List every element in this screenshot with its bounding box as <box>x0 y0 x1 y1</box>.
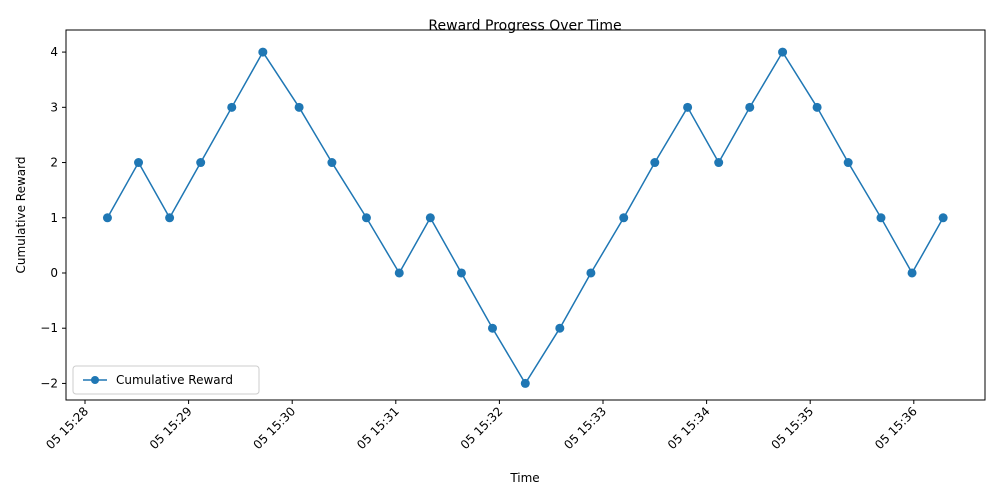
data-point <box>586 268 596 278</box>
data-point <box>812 102 822 112</box>
legend: Cumulative Reward <box>72 365 260 395</box>
plot-frame <box>65 29 986 401</box>
legend-label: Cumulative Reward <box>116 373 233 387</box>
data-point <box>196 158 206 168</box>
data-point <box>456 268 466 278</box>
data-point <box>745 102 755 112</box>
data-point <box>165 213 175 223</box>
y-tick-label: 0 <box>50 266 58 280</box>
legend-marker-swatch <box>91 376 99 384</box>
data-point <box>619 213 629 223</box>
legend-box <box>72 365 260 395</box>
data-point <box>487 323 497 333</box>
data-point <box>843 158 853 168</box>
data-point <box>258 47 268 57</box>
series-layer <box>102 47 948 388</box>
data-point <box>876 213 886 223</box>
y-tick-label: 1 <box>50 211 58 225</box>
data-point <box>327 158 337 168</box>
y-tick-label: −1 <box>40 321 58 335</box>
y-axis-ticks: −2 −1 0 1 2 3 4 <box>40 45 66 390</box>
data-point <box>555 323 565 333</box>
data-point <box>227 102 237 112</box>
data-point <box>361 213 371 223</box>
data-point <box>134 158 144 168</box>
data-point <box>778 47 788 57</box>
y-tick-label: 4 <box>50 45 58 59</box>
chart-title: Reward Progress Over Time <box>428 18 621 34</box>
y-tick-label: −2 <box>40 376 58 390</box>
data-point <box>294 102 304 112</box>
y-tick-label: 2 <box>50 156 58 170</box>
x-axis-label: Time <box>509 471 539 485</box>
data-point <box>683 102 693 112</box>
data-point <box>938 213 948 223</box>
data-point <box>907 268 917 278</box>
data-point <box>102 213 112 223</box>
data-point <box>425 213 435 223</box>
data-point <box>394 268 404 278</box>
data-point <box>650 158 660 168</box>
y-axis-label: Cumulative Reward <box>14 157 28 274</box>
data-point <box>714 158 724 168</box>
data-point <box>520 378 530 388</box>
y-tick-label: 3 <box>50 100 58 114</box>
